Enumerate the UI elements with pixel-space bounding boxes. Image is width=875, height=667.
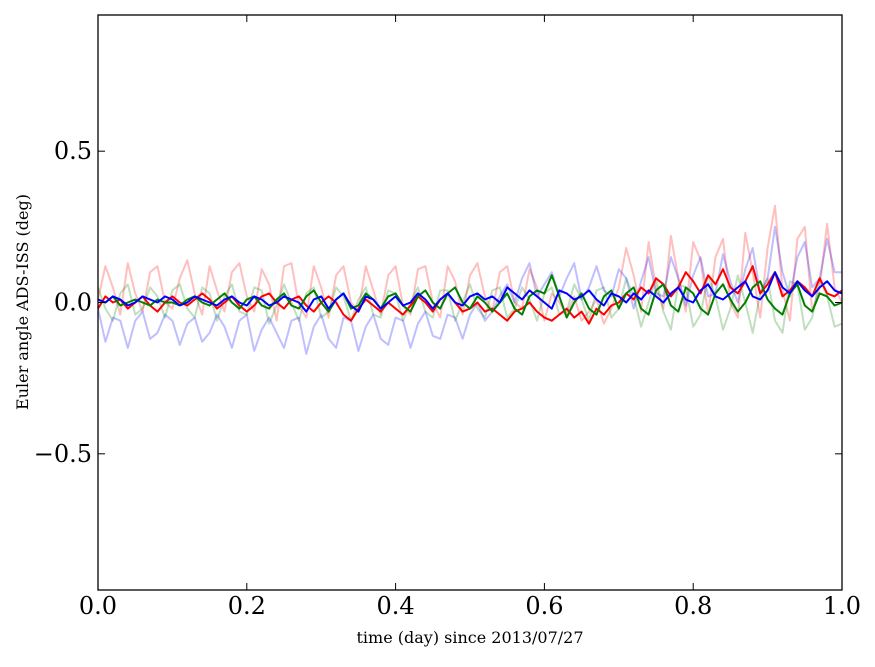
x-tick-label: 0.6 xyxy=(525,592,563,620)
series-layer xyxy=(98,204,842,355)
y-axis-title: Euler angle ADS-ISS (deg) xyxy=(13,194,32,410)
series-line-5 xyxy=(98,271,842,313)
y-tick-label: −0.5 xyxy=(34,440,92,468)
x-tick-label: 1.0 xyxy=(823,592,861,620)
x-axis-title: time (day) since 2013/07/27 xyxy=(356,628,583,647)
x-tick-label: 0.2 xyxy=(228,592,266,620)
tick-layer: 0.0 0.2 0.4 0.6 0.8 1.0 −0.5 0.0 0.5 xyxy=(34,15,861,620)
x-tick-label: 0.8 xyxy=(674,592,712,620)
x-tick-label: 0.4 xyxy=(377,592,415,620)
x-tick-label: 0.0 xyxy=(79,592,117,620)
y-tick-label: 0.5 xyxy=(54,137,92,165)
series-line-4 xyxy=(98,274,842,319)
y-tick-label: 0.0 xyxy=(54,289,92,317)
